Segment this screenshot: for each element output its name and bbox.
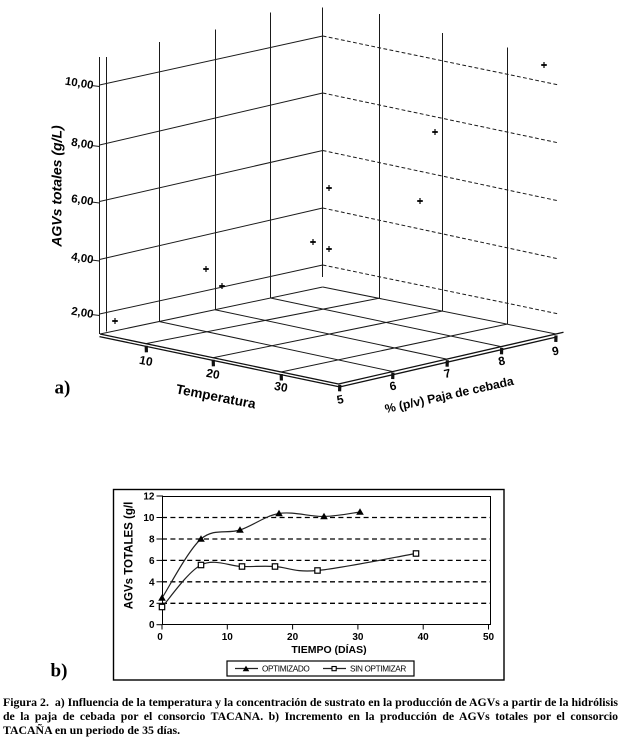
svg-text:TIEMPO (DÍAS): TIEMPO (DÍAS) [291, 643, 366, 656]
svg-text:40: 40 [418, 632, 430, 643]
svg-text:4,00: 4,00 [70, 251, 94, 266]
svg-text:a): a) [55, 378, 71, 399]
svg-text:30: 30 [273, 379, 289, 395]
svg-text:SIN OPTIMIZAR: SIN OPTIMIZAR [350, 664, 406, 673]
svg-text:8,00: 8,00 [70, 137, 94, 152]
svg-text:AGVs TOTALES (g/l: AGVs TOTALES (g/l [124, 502, 136, 610]
svg-text:6: 6 [388, 378, 398, 393]
svg-text:7: 7 [443, 366, 453, 381]
svg-text:10: 10 [143, 513, 155, 524]
svg-text:5: 5 [335, 392, 345, 407]
svg-text:10: 10 [138, 353, 154, 369]
svg-text:8: 8 [497, 353, 507, 368]
svg-text:20: 20 [287, 632, 299, 643]
svg-text:0: 0 [157, 632, 163, 643]
svg-text:OPTIMIZADO: OPTIMIZADO [262, 664, 309, 673]
svg-text:20: 20 [205, 366, 221, 382]
svg-text:12: 12 [143, 492, 155, 503]
svg-text:2: 2 [149, 599, 155, 610]
svg-text:4: 4 [149, 577, 155, 588]
svg-text:2,00: 2,00 [70, 306, 94, 321]
svg-text:b): b) [51, 661, 68, 682]
svg-text:10,00: 10,00 [64, 76, 94, 92]
svg-text:0: 0 [149, 620, 155, 631]
svg-text:8: 8 [149, 535, 155, 546]
svg-text:6,00: 6,00 [70, 193, 94, 208]
svg-text:9: 9 [551, 343, 561, 358]
svg-text:10: 10 [222, 632, 234, 643]
svg-text:6: 6 [149, 556, 155, 567]
svg-text:Temperatura: Temperatura [175, 381, 258, 411]
svg-text:30: 30 [352, 632, 364, 643]
svg-text:50: 50 [483, 632, 495, 643]
svg-text:AGVs totales (g/L): AGVs totales (g/L) [49, 125, 65, 248]
